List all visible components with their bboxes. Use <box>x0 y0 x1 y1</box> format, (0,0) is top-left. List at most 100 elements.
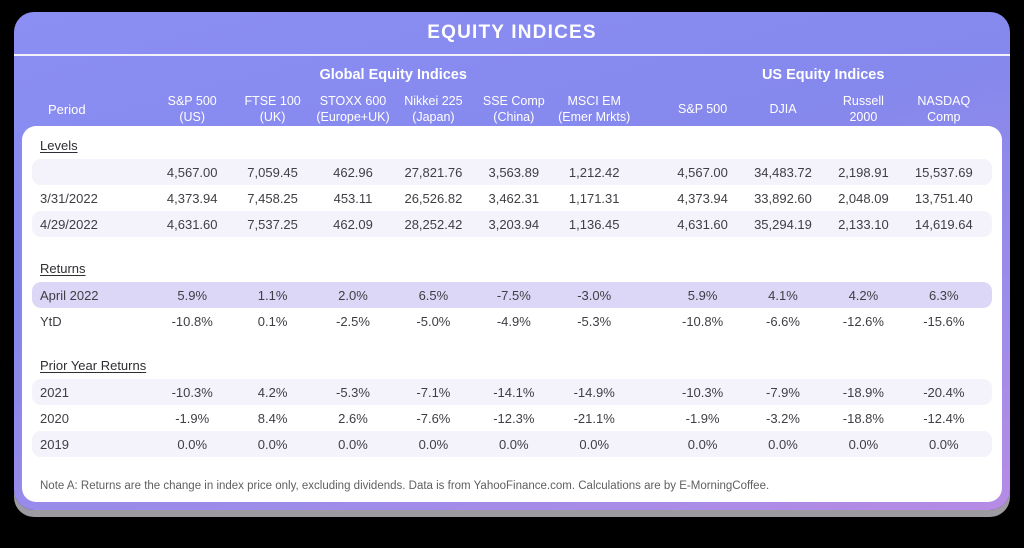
row-value: 7,059.45 <box>247 164 298 180</box>
row-value: -10.3% <box>171 384 213 400</box>
table-header: Global Equity Indices US Equity Indices … <box>14 56 1010 131</box>
column-header-sp500-us: S&P 500 (US) <box>167 93 217 124</box>
row-value: 0.0% <box>928 436 959 452</box>
row-period: 2019 <box>40 436 69 452</box>
row-value: 4.2% <box>257 384 288 400</box>
table-sections: Levels 4,567.00 7,059.45 462.96 27,821.76 3,5… <box>32 132 992 457</box>
row-period: 3/31/2022 <box>40 190 98 206</box>
row-value: 4,631.60 <box>166 216 218 232</box>
row-value: -10.8% <box>171 313 213 329</box>
row-value: -4.9% <box>496 313 531 329</box>
row-value: -1.9% <box>175 410 210 426</box>
row-value: 0.0% <box>498 436 529 452</box>
row-value: -5.3% <box>336 384 370 400</box>
row-period: 2021 <box>40 384 69 400</box>
row-value: 2.6% <box>338 410 368 426</box>
row-value: 1,212.42 <box>568 164 620 180</box>
row-value: 27,821.76 <box>404 164 463 180</box>
card-title: EQUITY INDICES <box>14 12 1010 56</box>
column-header-msci-em: MSCI EM (Emer Mrkts) <box>558 93 631 124</box>
column-header-stoxx600: STOXX 600 (Europe+UK) <box>316 93 390 124</box>
group-label-global: Global Equity Indices <box>319 67 467 83</box>
row-value: 3,563.89 <box>488 164 540 180</box>
row-value: 15,537.69 <box>914 164 973 180</box>
row-value: 1,136.45 <box>568 216 620 232</box>
group-header-row: Global Equity Indices US Equity Indices <box>40 63 984 87</box>
page-title: EQUITY INDICES <box>427 22 597 43</box>
row-value: -10.3% <box>681 384 724 400</box>
row-value: 4,373.94 <box>677 190 728 206</box>
row-value: 6.5% <box>418 287 449 303</box>
table-row: 2021 -10.3% 4.2% -5.3% -7.1% -14.1% -14.9% -10.… <box>32 379 992 405</box>
column-header-sse-comp: SSE Comp (China) <box>482 93 545 124</box>
row-value: -5.0% <box>416 313 451 329</box>
row-value: -12.6% <box>842 313 884 329</box>
row-value: 14,619.64 <box>914 216 973 232</box>
row-value: -12.4% <box>923 410 965 426</box>
row-period: 2020 <box>40 410 69 426</box>
row-value: 26,526.82 <box>404 190 463 206</box>
row-value: 28,252.42 <box>404 216 463 232</box>
row-value: -6.6% <box>766 313 800 329</box>
table-row: 2019 0.0% 0.0% 0.0% 0.0% 0.0% 0.0% 0.0% 0.0% 0.0%… <box>32 431 992 457</box>
row-value: 0.0% <box>687 436 718 452</box>
column-header-nikkei225: Nikkei 225 (Japan) <box>404 93 463 124</box>
row-value: 5.9% <box>177 287 208 303</box>
column-header-ftse100: FTSE 100 (UK) <box>244 93 301 124</box>
row-value: -14.1% <box>493 384 535 400</box>
section-label: Returns <box>40 261 86 276</box>
footnote: Note A: Returns are the change in index … <box>40 480 770 492</box>
column-header-row: Period S&P 500 (US) FTSE 100 (UK) STOXX … <box>40 87 984 131</box>
row-value: 0.0% <box>338 436 368 452</box>
table-row: 2020 -1.9% 8.4% 2.6% -7.6% -12.3% -21.1% -1.9% -… <box>32 405 992 431</box>
row-value: 2,048.09 <box>838 190 889 206</box>
row-period: April 2022 <box>40 287 99 303</box>
row-value: 462.09 <box>333 216 373 232</box>
row-value: 462.96 <box>333 164 373 180</box>
table-row: April 2022 5.9% 1.1% 2.0% 6.5% -7.5% -3.0% 5.9%… <box>32 282 992 308</box>
row-value: -14.9% <box>573 384 615 400</box>
row-value: 0.0% <box>177 436 208 452</box>
table-row: 3/31/2022 4,373.94 7,458.25 453.11 26,526.82… <box>32 185 992 211</box>
row-value: -20.4% <box>923 384 965 400</box>
section-returns: Returns April 2022 5.9% 1.1% 2.0% 6.5% -7.5% -3… <box>32 257 992 334</box>
section-label: Levels <box>40 138 78 153</box>
row-value: 8.4% <box>257 410 288 426</box>
row-value: 453.11 <box>333 190 373 206</box>
column-header-period: Period <box>48 101 86 117</box>
row-value: 2.0% <box>338 287 368 303</box>
row-value: 0.0% <box>418 436 449 452</box>
row-value: -10.8% <box>681 313 724 329</box>
row-value: 5.9% <box>687 287 718 303</box>
row-value: 4.2% <box>848 287 879 303</box>
row-value: -15.6% <box>923 313 965 329</box>
row-value: 1.1% <box>257 287 288 303</box>
row-value: 33,892.60 <box>754 190 812 206</box>
group-label-us: US Equity Indices <box>761 67 885 83</box>
row-value: 13,751.40 <box>914 190 973 206</box>
row-value: 0.0% <box>848 436 879 452</box>
row-value: 4,567.00 <box>166 164 218 180</box>
row-value: 4.1% <box>768 287 798 303</box>
row-value: -21.1% <box>573 410 615 426</box>
row-value: -18.8% <box>842 410 884 426</box>
row-period: 4/29/2022 <box>40 216 98 232</box>
row-value: 1,171.31 <box>568 190 620 206</box>
row-value: -7.5% <box>496 287 531 303</box>
column-header-djia: DJIA <box>769 101 797 116</box>
row-value: 0.0% <box>257 436 288 452</box>
section-levels: Levels 4,567.00 7,059.45 462.96 27,821.76 3,5… <box>32 134 992 237</box>
row-value: -18.9% <box>842 384 884 400</box>
row-value: -3.0% <box>577 287 612 303</box>
row-value: 2,198.91 <box>838 164 889 180</box>
row-value: 4,373.94 <box>166 190 218 206</box>
equity-indices-card: EQUITY INDICES Global Equity Indices US … <box>14 12 1010 510</box>
section-prior-year-returns: Prior Year Returns 2021 -10.3% 4.2% -5.3% -7.… <box>32 354 992 457</box>
row-value: 0.0% <box>768 436 798 452</box>
row-value: -1.9% <box>685 410 720 426</box>
row-value: 0.0% <box>579 436 610 452</box>
row-value: -5.3% <box>577 313 612 329</box>
row-value: 7,537.25 <box>247 216 298 232</box>
row-value: -3.2% <box>766 410 800 426</box>
row-value: 6.3% <box>928 287 959 303</box>
